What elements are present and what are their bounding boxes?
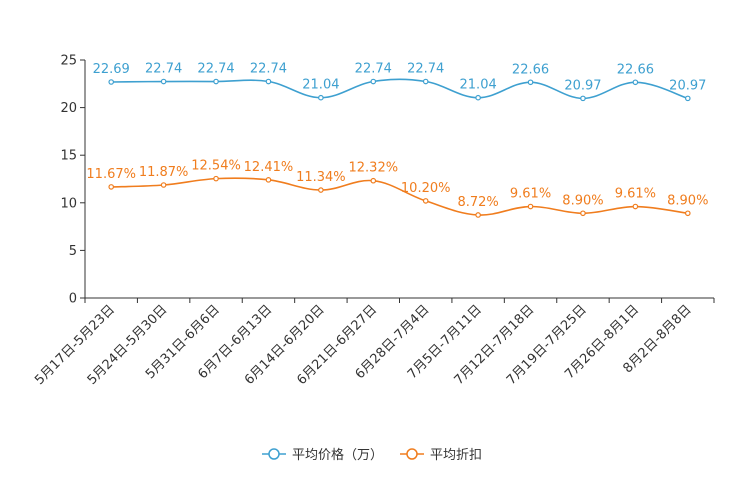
data-point: [318, 187, 324, 193]
y-tick-label: 20: [60, 101, 77, 116]
data-point: [475, 94, 481, 101]
data-point: [684, 210, 691, 217]
data-point: [265, 177, 272, 183]
data-point: [108, 184, 115, 190]
legend-label: 平均折扣: [430, 448, 482, 463]
data-point: [527, 203, 534, 210]
data-point: [213, 175, 219, 182]
data-point: [632, 203, 639, 210]
data-label: 20.97: [669, 78, 706, 93]
data-label: 22.74: [355, 62, 392, 77]
data-point: [422, 78, 429, 85]
data-label: 21.04: [302, 78, 339, 93]
data-label: 10.20%: [401, 181, 451, 196]
series-average-price: 22.69 22.74 22.74 22.74 21.04 22.74 22.74 21.04…: [93, 62, 706, 102]
y-tick-label: 10: [60, 196, 77, 211]
data-label: 11.87%: [139, 165, 189, 180]
legend[interactable]: 平均价格（万） 平均折扣: [262, 447, 482, 463]
series-line: [111, 78, 689, 100]
y-tick-label: 25: [60, 54, 77, 69]
axes: 05101520255月17日-5月23日5月24日-5月30日5月31日-6月…: [32, 54, 715, 388]
legend-marker-icon: [268, 448, 280, 460]
data-point: [160, 78, 167, 85]
data-label: 22.74: [250, 62, 287, 77]
legend-label: 平均价格（万）: [292, 447, 383, 463]
data-point: [580, 95, 586, 102]
y-tick-label: 5: [69, 244, 77, 259]
data-label: 22.66: [512, 62, 549, 77]
legend-item-average-price[interactable]: 平均价格（万）: [262, 447, 383, 463]
data-point: [318, 94, 324, 101]
data-label: 22.69: [93, 62, 130, 77]
legend-item-average-discount[interactable]: 平均折扣: [400, 448, 482, 463]
data-label: 8.90%: [667, 193, 708, 208]
legend-marker-icon: [406, 448, 418, 460]
data-label: 12.32%: [349, 161, 399, 176]
data-label: 11.67%: [86, 167, 136, 182]
data-point: [370, 177, 377, 184]
series-average-discount: 11.67% 11.87% 12.54% 12.41%11.34%12.32%10.2…: [86, 159, 708, 218]
data-point: [580, 210, 586, 217]
data-label: 8.90%: [562, 193, 603, 208]
data-point: [527, 79, 534, 86]
data-label: 22.74: [407, 62, 444, 77]
data-label: 8.72%: [457, 195, 498, 210]
data-label: 21.04: [460, 78, 497, 93]
data-label: 9.61%: [510, 187, 551, 202]
y-tick-label: 15: [60, 149, 77, 164]
data-label: 22.74: [145, 62, 182, 77]
data-point: [108, 79, 115, 85]
data-point: [265, 78, 272, 85]
data-label: 9.61%: [615, 187, 656, 202]
data-point: [422, 198, 429, 204]
data-label: 12.41%: [244, 160, 294, 175]
data-point: [370, 78, 377, 85]
y-tick-label: 0: [69, 292, 77, 307]
data-label: 12.54%: [191, 159, 241, 174]
data-point: [684, 95, 691, 102]
data-point: [475, 212, 481, 218]
data-point: [160, 182, 167, 188]
data-point: [213, 78, 219, 85]
series-layer: 22.69 22.74 22.74 22.74 21.04 22.74 22.74 21.04…: [86, 62, 708, 218]
data-label: 22.66: [617, 62, 654, 77]
data-label: 22.74: [197, 62, 234, 77]
data-label: 11.34%: [296, 170, 346, 185]
data-label: 20.97: [564, 78, 601, 93]
data-point: [632, 79, 639, 86]
series-line: [111, 177, 688, 216]
